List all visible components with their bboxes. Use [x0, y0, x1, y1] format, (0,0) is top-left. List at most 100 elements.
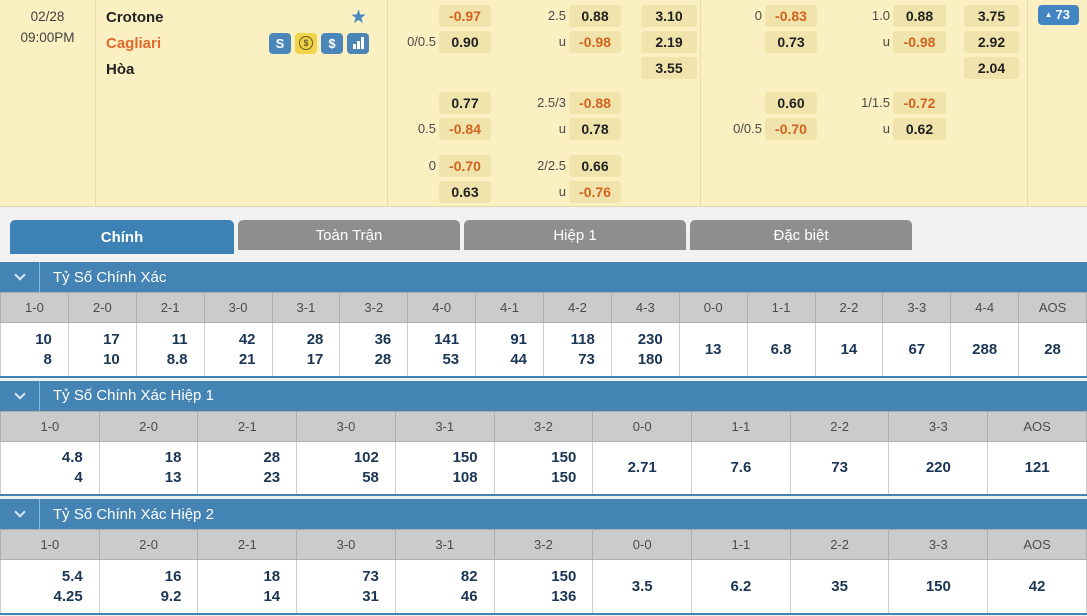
handicap-line: 0: [428, 158, 436, 173]
handicap-odds[interactable]: 0.77: [439, 91, 491, 114]
score-odds-cell-2-1[interactable]: 18 14: [197, 559, 298, 614]
bar-chart-icon[interactable]: [347, 32, 369, 54]
score-odds-cell-2-0[interactable]: 17 10: [67, 322, 137, 377]
score-odds-cell-4-2[interactable]: 118 73: [543, 322, 612, 377]
over-under-odds[interactable]: -0.76: [569, 180, 621, 203]
1x2-odds[interactable]: 3.55: [641, 56, 697, 79]
handicap-odds[interactable]: -0.97: [439, 4, 491, 27]
over-under-odds[interactable]: -0.72: [893, 91, 946, 114]
away-odds-value: 8: [43, 350, 52, 368]
score-odds-cell-4-3[interactable]: 230 180: [610, 322, 680, 377]
favorite-star-icon[interactable]: ★: [349, 6, 367, 28]
over-under-odds[interactable]: -0.88: [569, 91, 621, 114]
score-col-header-0-0: 0-0: [592, 529, 693, 560]
score-odds-cell-1-0[interactable]: 10 8: [0, 322, 69, 377]
score-odds-cell-1-0[interactable]: 5.4 4.25: [0, 559, 100, 614]
tab-hiệp-1[interactable]: Hiệp 1: [464, 220, 686, 250]
score-odds-cell-2-1[interactable]: 28 23: [197, 441, 298, 495]
score-odds-cell-3-1[interactable]: 150 108: [394, 441, 495, 495]
score-odds-cell-AOS[interactable]: 121: [987, 441, 1087, 495]
handicap-odds[interactable]: 0.90: [439, 30, 491, 53]
saba-icon[interactable]: S: [269, 32, 291, 54]
home-odds-value: 10: [35, 330, 52, 348]
score-odds-value: 150: [925, 577, 951, 595]
score-col-header-0-0: 0-0: [592, 410, 693, 442]
score-odds-cell-AOS[interactable]: 28: [1018, 322, 1087, 377]
score-odds-cell-3-2[interactable]: 36 28: [339, 322, 409, 377]
over-under-odds[interactable]: -0.98: [893, 30, 946, 53]
over-under-odds[interactable]: 0.62: [893, 117, 946, 140]
score-odds-cell-0-0[interactable]: 3.5: [592, 559, 693, 614]
over-under-odds[interactable]: 0.78: [569, 117, 621, 140]
away-odds-value: 21: [238, 350, 256, 368]
score-odds-pair: 150 136: [495, 560, 593, 613]
1x2-odds[interactable]: 2.19: [641, 30, 697, 53]
score-odds-cell-2-0[interactable]: 18 13: [98, 441, 199, 495]
tab-chính[interactable]: Chính: [10, 220, 234, 254]
score-odds-cell-1-1[interactable]: 6.8: [746, 322, 816, 377]
match-date: 02/28: [30, 9, 65, 24]
score-odds-cell-0-0[interactable]: 13: [678, 322, 748, 377]
1x2-odds[interactable]: 3.10: [641, 4, 697, 27]
score-odds-cell-2-2[interactable]: 73: [789, 441, 890, 495]
score-odds-cell-2-1[interactable]: 11 8.8: [135, 322, 205, 377]
handicap-odds[interactable]: 0.63: [439, 180, 491, 203]
handicap-odds: [765, 57, 817, 79]
score-odds-cell-2-2[interactable]: 35: [789, 559, 890, 614]
score-odds-cell-3-2[interactable]: 150 150: [493, 441, 594, 495]
score-odds-cell-AOS[interactable]: 42: [987, 559, 1087, 614]
section-header-2[interactable]: Tỷ Số Chính Xác Hiệp 2: [0, 499, 1087, 529]
score-odds-pair: 36 28: [340, 323, 407, 376]
score-odds-cell-3-3[interactable]: 150: [888, 559, 989, 614]
over-under-odds[interactable]: 0.88: [569, 4, 621, 27]
1x2-odds: [641, 181, 697, 203]
score-odds-cell-1-1[interactable]: 7.6: [691, 441, 791, 495]
home-team-name: Crotone: [106, 8, 164, 26]
handicap-odds[interactable]: -0.84: [439, 117, 491, 140]
score-odds-cell-3-2[interactable]: 150 136: [493, 559, 594, 614]
section-header-0[interactable]: Tỷ Số Chính Xác: [0, 262, 1087, 292]
score-odds-cell-3-1[interactable]: 82 46: [394, 559, 495, 614]
score-odds-cell-0-0[interactable]: 2.71: [592, 441, 693, 495]
score-odds-cell-3-3[interactable]: 67: [882, 322, 952, 377]
score-col-header-4-0: 4-0: [407, 292, 477, 323]
score-odds-cell-3-3[interactable]: 220: [888, 441, 989, 495]
live-odds-badge[interactable]: ▲ 73: [1037, 5, 1079, 25]
score-odds-cell-3-0[interactable]: 42 21: [203, 322, 273, 377]
handicap-odds[interactable]: -0.70: [439, 154, 491, 177]
score-odds-cell-4-4[interactable]: 288: [950, 322, 1020, 377]
1x2-odds[interactable]: 2.92: [964, 30, 1019, 53]
over-under-odds[interactable]: 0.66: [569, 154, 621, 177]
handicap-odds[interactable]: -0.70: [765, 117, 817, 140]
1x2-odds[interactable]: 3.75: [964, 4, 1019, 27]
score-odds-cell-3-0[interactable]: 73 31: [296, 559, 396, 614]
score-odds-cell-3-0[interactable]: 102 58: [296, 441, 396, 495]
over-under-odds[interactable]: 0.88: [893, 4, 946, 27]
over-under-odds[interactable]: -0.98: [569, 30, 621, 53]
away-odds-value: 46: [460, 587, 478, 605]
coin-dollar-icon[interactable]: $: [295, 32, 317, 54]
handicap-odds[interactable]: -0.83: [765, 4, 817, 27]
match-odds-panel: 02/28 09:00PM Crotone ★ Cagliari S $ $: [0, 0, 1087, 207]
odds-row: 3.55: [388, 56, 700, 79]
score-odds-cell-1-1[interactable]: 6.2: [691, 559, 791, 614]
score-odds-cell-1-0[interactable]: 4.8 4: [0, 441, 100, 495]
handicap-odds[interactable]: 0.73: [765, 30, 817, 53]
score-odds-cell-2-0[interactable]: 16 9.2: [98, 559, 199, 614]
handicap-odds[interactable]: 0.60: [765, 91, 817, 114]
home-odds-value: 42: [238, 330, 256, 348]
dollar-icon[interactable]: $: [321, 32, 343, 54]
odds-row: 0.73 u -0.98 2.92: [702, 30, 1024, 53]
section-header-1[interactable]: Tỷ Số Chính Xác Hiệp 1: [0, 380, 1087, 411]
collapse-control: [0, 499, 40, 529]
tab-toàn-trận[interactable]: Toàn Trận: [238, 220, 460, 250]
score-odds-cell-4-1[interactable]: 91 44: [475, 322, 544, 377]
over-under-line: 1/1.5: [861, 95, 890, 110]
score-odds-cell-2-2[interactable]: 14: [814, 322, 884, 377]
score-odds-cell-3-1[interactable]: 28 17: [271, 322, 341, 377]
away-odds-value: 13: [164, 469, 182, 487]
score-odds-cell-4-0[interactable]: 141 53: [407, 322, 477, 377]
1x2-odds[interactable]: 2.04: [964, 56, 1019, 79]
home-odds-value: 11: [171, 330, 188, 348]
tab-đặc-biệt[interactable]: Đặc biệt: [690, 220, 912, 250]
